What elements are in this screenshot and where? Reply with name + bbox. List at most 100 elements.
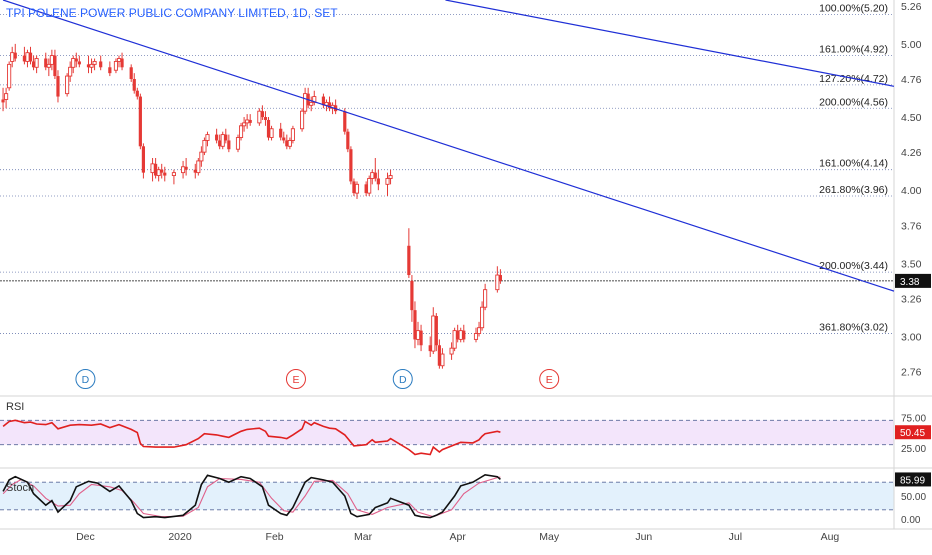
candle-body <box>129 67 133 79</box>
candle-body <box>181 166 186 174</box>
candle-body <box>303 93 308 112</box>
candle-body <box>327 102 332 109</box>
last-price-badge-bg <box>895 273 931 288</box>
fib-level-label: 100.00%(5.20) <box>819 3 888 15</box>
rsi-band-fill <box>0 420 894 445</box>
time-axis-tick: Aug <box>821 531 840 543</box>
fib-level-label: 261.80%(3.96) <box>819 184 888 196</box>
candle-body <box>287 139 292 147</box>
price-axis-tick: 3.76 <box>901 220 922 232</box>
candle-body <box>46 63 51 68</box>
chart-title: TPI POLENE POWER PUBLIC COMPANY LIMITED,… <box>6 6 338 20</box>
fib-level-label: 361.80%(3.02) <box>819 322 888 334</box>
candle-body <box>352 181 356 194</box>
candle-body <box>419 330 423 346</box>
candle-body <box>235 137 241 150</box>
candle-body <box>89 63 94 68</box>
rsi-value-badge: 50.45 <box>900 428 925 439</box>
price-axis-tick: 4.76 <box>901 74 922 86</box>
candle-body <box>141 146 146 173</box>
candle-body <box>25 52 30 62</box>
rsi-label: RSI <box>6 401 24 413</box>
candle-body <box>31 61 36 68</box>
fib-level-label: 200.00%(3.44) <box>819 260 888 272</box>
candle-body <box>34 58 39 68</box>
candle-body <box>279 128 283 138</box>
candle-body <box>266 119 271 138</box>
dividend-marker <box>75 369 96 389</box>
candle-body <box>120 58 124 68</box>
candle-body <box>434 316 438 346</box>
candle-body <box>160 169 164 173</box>
stoch-axis-tick: 0.00 <box>901 515 921 526</box>
candle-body <box>13 52 17 59</box>
candle-body <box>224 134 228 141</box>
candle-body <box>245 119 250 124</box>
candle-body <box>269 128 274 138</box>
candle-body <box>452 330 457 349</box>
time-axis-tick: 2020 <box>168 531 192 543</box>
candle-body <box>364 184 368 194</box>
candle-body <box>202 139 207 153</box>
candle-body <box>440 353 445 367</box>
price-axis-tick: 4.00 <box>901 185 922 197</box>
rsi-line <box>2 419 501 456</box>
candle-body <box>163 172 167 176</box>
earnings-marker <box>539 369 560 389</box>
stoch-k-line <box>2 473 501 519</box>
price-axis-tick: 4.50 <box>901 112 922 124</box>
candle-body <box>108 67 112 74</box>
candle-body <box>388 175 393 179</box>
price-axis-tick: 5.26 <box>901 1 922 13</box>
rsi-value-badge-bg <box>895 425 931 440</box>
candle-body <box>150 163 155 174</box>
candle-body <box>473 333 479 340</box>
fib-level-label: 161.00%(4.92) <box>819 44 888 56</box>
candle-body <box>415 330 421 340</box>
stoch-label: Stoch <box>6 482 34 494</box>
candle-body <box>86 64 91 68</box>
time-axis-tick: May <box>539 531 560 543</box>
dividend-marker-label: D <box>82 374 90 386</box>
candle-body <box>116 58 122 62</box>
price-axis-tick: 3.00 <box>901 331 922 343</box>
candle-body <box>28 52 33 62</box>
candle-body <box>53 55 57 77</box>
candle-body <box>373 172 377 179</box>
candle-body <box>156 169 161 177</box>
candle-body <box>196 160 201 174</box>
candle-body <box>349 149 353 182</box>
candle-body <box>99 61 103 68</box>
candle-body <box>376 178 380 185</box>
candle-body <box>215 134 219 141</box>
candle-body <box>354 183 360 194</box>
last-price-badge: 3.38 <box>900 277 920 288</box>
candle-body <box>285 140 289 147</box>
stoch-value-badge: 85.99 <box>900 475 925 486</box>
candle-body <box>260 111 265 118</box>
earnings-marker-label: E <box>546 374 553 386</box>
candle-body <box>449 347 454 355</box>
stoch-axis-tick: 50.00 <box>901 492 926 503</box>
candle-body <box>22 55 27 62</box>
candle-body <box>65 75 70 95</box>
candle-body <box>135 90 139 97</box>
rsi-axis-tick: 75.00 <box>901 413 926 424</box>
candle-body <box>138 96 142 147</box>
candle-body <box>92 60 97 65</box>
fib-level-label: 200.00%(4.56) <box>819 96 888 108</box>
candle-body <box>483 289 488 308</box>
candle-body <box>407 245 411 276</box>
candle-body <box>10 52 15 62</box>
candle-body <box>257 110 262 124</box>
candle-body <box>71 58 76 68</box>
candle-body <box>456 330 460 340</box>
candle-body <box>193 169 197 173</box>
candle-body <box>321 96 326 106</box>
candle-body <box>458 330 463 340</box>
price-axis-tick: 3.26 <box>901 293 922 305</box>
price-axis-tick: 5.00 <box>901 39 922 51</box>
candle-body <box>242 122 247 127</box>
